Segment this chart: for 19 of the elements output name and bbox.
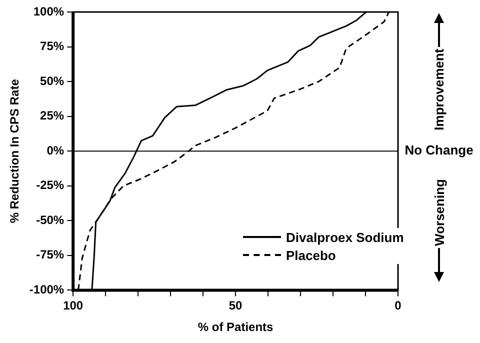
y-tick-label: -25%: [36, 178, 64, 192]
ref-line-label: No Change: [404, 142, 474, 158]
y-tick-label: 50%: [40, 74, 64, 88]
y-axis-title: % Reduction In CPS Rate: [8, 78, 22, 224]
y-tick-label: -75%: [36, 248, 64, 262]
text: Improvement: [431, 48, 446, 130]
y-tick-label: 100%: [33, 4, 64, 18]
legend-label: Placebo: [286, 248, 336, 263]
x-tick-label: 0: [394, 298, 402, 313]
y-tick-label: 75%: [40, 39, 64, 54]
legend-label: Divalproex Sodium: [286, 230, 404, 245]
text: Worsening: [431, 179, 446, 246]
x-tick-label: 100: [63, 298, 84, 313]
y-tick-label: -50%: [36, 212, 64, 227]
y-tick-label: -100%: [29, 282, 64, 297]
y-tick-label: 0%: [46, 143, 64, 158]
x-axis-title: % of Patients: [198, 320, 274, 334]
y-tick-label: 25%: [40, 108, 64, 123]
x-tick-label: 50: [228, 298, 243, 313]
